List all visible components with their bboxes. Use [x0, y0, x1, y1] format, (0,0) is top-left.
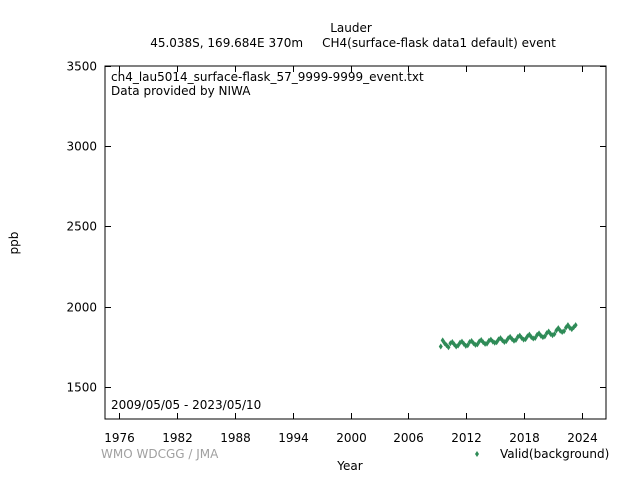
annotation-provider: Data provided by NIWA [111, 84, 251, 98]
x-tick-label: 2012 [451, 431, 482, 445]
data-point [542, 333, 547, 340]
x-axis-label: Year [336, 459, 362, 473]
x-axis-ticks: 1976 1982 1988 1994 2000 2006 2012 2018 2024 [104, 66, 598, 445]
data-point [438, 343, 443, 350]
chart-title-details: 45.038S, 169.684E 370m CH4(surface-flask… [150, 36, 556, 50]
data-point [552, 330, 557, 337]
data-point [573, 322, 578, 329]
y-axis-ticks: 1500 2000 2500 3000 3500 [66, 60, 606, 395]
y-tick-label: 1500 [66, 381, 97, 395]
plot-frame [104, 65, 607, 420]
x-tick-label: 2024 [567, 431, 598, 445]
x-tick-label: 1976 [104, 431, 135, 445]
data-point [513, 337, 518, 344]
x-tick-label: 1982 [162, 431, 193, 445]
x-tick-label: 2000 [336, 431, 367, 445]
x-tick-label: 2006 [393, 431, 424, 445]
data-points [438, 322, 578, 351]
x-tick-label: 1994 [278, 431, 309, 445]
y-tick-label: 3500 [66, 60, 97, 74]
y-axis-label: ppb [7, 232, 21, 255]
data-point [562, 328, 567, 335]
x-tick-label: 2018 [509, 431, 540, 445]
y-tick-label: 3000 [66, 140, 97, 154]
annotation-date-range: 2009/05/05 - 2023/05/10 [111, 398, 261, 412]
x-tick-label: 1988 [220, 431, 251, 445]
data-point [465, 342, 470, 349]
chart-title-station: Lauder [330, 21, 372, 35]
y-tick-label: 2500 [66, 220, 97, 234]
annotation-filename: ch4_lau5014_surface-flask_57_9999-9999_e… [111, 70, 424, 84]
legend-label: Valid(background) [500, 447, 609, 461]
legend-marker [475, 451, 479, 457]
data-point [446, 344, 451, 351]
y-tick-label: 2000 [66, 301, 97, 315]
credit-text: WMO WDCGG / JMA [101, 447, 219, 461]
